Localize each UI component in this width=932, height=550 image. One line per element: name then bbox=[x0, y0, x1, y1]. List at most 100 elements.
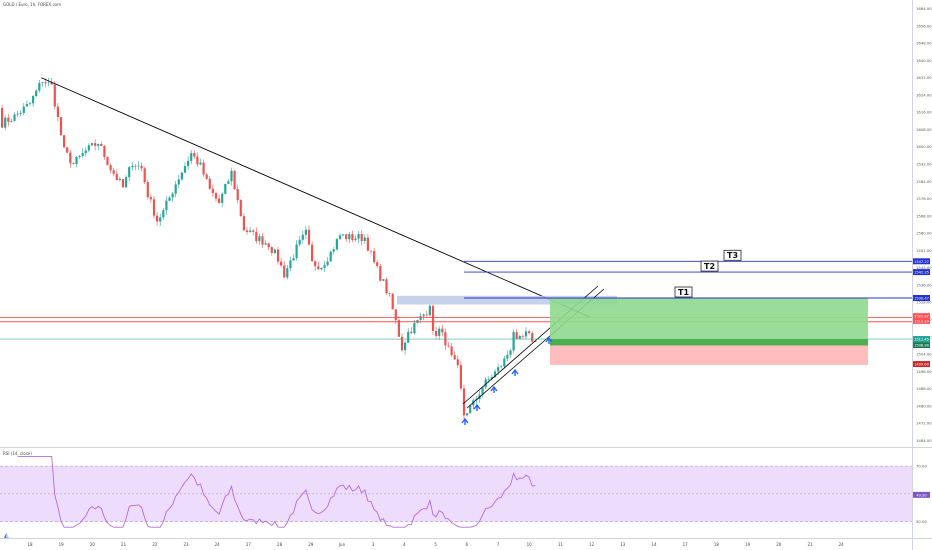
up-arrow-icon bbox=[511, 368, 519, 376]
candle-body bbox=[22, 106, 25, 113]
candle-body bbox=[38, 82, 41, 91]
candle-body bbox=[503, 358, 506, 367]
candle-body bbox=[1, 107, 4, 128]
candle-body bbox=[261, 236, 264, 245]
candle-body bbox=[180, 172, 183, 180]
price-tag-label: 1499.60 bbox=[914, 363, 930, 367]
candle-body bbox=[397, 320, 400, 337]
candle-body bbox=[35, 90, 38, 97]
candle-body bbox=[146, 182, 149, 198]
time-tick-label: 21 bbox=[121, 542, 127, 547]
target-label-box bbox=[723, 249, 742, 261]
candle-body bbox=[239, 200, 242, 217]
candle-body bbox=[81, 153, 84, 156]
candle-body bbox=[493, 371, 497, 378]
candle-body bbox=[249, 230, 252, 233]
candle-body bbox=[500, 366, 503, 368]
candle-body bbox=[227, 181, 230, 184]
candle-body bbox=[329, 251, 332, 262]
candle-body bbox=[298, 239, 301, 245]
candle-body bbox=[283, 265, 286, 278]
time-tick-label: 3 bbox=[372, 542, 375, 547]
candle-body bbox=[410, 331, 413, 334]
candle-body bbox=[258, 236, 261, 242]
price-tick-label: 1464.00 bbox=[916, 438, 932, 443]
supply-zone bbox=[397, 295, 617, 305]
up-arrow-icon bbox=[545, 336, 553, 344]
candle-body bbox=[376, 262, 379, 267]
candle-body bbox=[394, 309, 397, 321]
time-tick-label: 18 bbox=[27, 542, 33, 547]
candle-body bbox=[391, 293, 394, 310]
price-tag-label: 1530.47 bbox=[914, 297, 929, 301]
candle-body bbox=[419, 316, 422, 320]
candle-body bbox=[63, 135, 66, 148]
time-tick-label: 28 bbox=[277, 542, 283, 547]
price-tick-label: 1648.00 bbox=[916, 41, 932, 46]
candle-body bbox=[466, 413, 469, 416]
candle-body bbox=[199, 162, 202, 165]
time-tick-label: 17 bbox=[683, 542, 689, 547]
candle-body bbox=[10, 120, 13, 122]
candle-body bbox=[484, 379, 487, 388]
price-tag bbox=[913, 295, 930, 301]
time-tick-label: 4 bbox=[403, 542, 406, 547]
candle-body bbox=[280, 261, 283, 266]
candle-body bbox=[90, 143, 94, 146]
candle-body bbox=[317, 266, 320, 270]
candle-body bbox=[187, 160, 190, 167]
candle-body bbox=[311, 244, 314, 262]
profit-zone-entry bbox=[550, 339, 868, 346]
candle-body bbox=[524, 331, 528, 337]
candle-body bbox=[218, 198, 221, 203]
price-tag bbox=[913, 342, 930, 349]
price-tick-label: 1616.00 bbox=[916, 110, 932, 115]
candle-body bbox=[438, 328, 441, 336]
candle-body bbox=[509, 350, 512, 355]
candle-body bbox=[137, 165, 140, 167]
loss-zone bbox=[550, 345, 868, 365]
candle-body bbox=[453, 355, 456, 360]
candle-body bbox=[404, 342, 407, 351]
price-tick-label: 1552.00 bbox=[916, 248, 932, 253]
time-tick-label: 24 bbox=[215, 542, 221, 547]
candle-body bbox=[87, 145, 90, 151]
price-tick-label: 1656.00 bbox=[916, 23, 932, 28]
target-label: T3 bbox=[727, 251, 738, 260]
candle-body bbox=[75, 157, 78, 164]
candle-body bbox=[32, 96, 35, 104]
price-tag bbox=[913, 313, 930, 320]
time-tick-label: 18 bbox=[714, 542, 720, 547]
candle-body bbox=[84, 150, 87, 154]
candle-body bbox=[78, 155, 81, 158]
candle-body bbox=[106, 156, 109, 166]
candle-body bbox=[193, 153, 196, 157]
candle-body bbox=[267, 243, 270, 248]
candle-body bbox=[366, 237, 369, 251]
candle-body bbox=[369, 250, 373, 252]
price-tick-label: 1624.00 bbox=[916, 92, 932, 97]
candle-body bbox=[428, 305, 431, 316]
time-tick-label: 14 bbox=[651, 542, 657, 547]
rsi-value-label: 49.30 bbox=[916, 493, 927, 497]
candle-body bbox=[304, 229, 307, 235]
tradingview-logo-icon: ◭ bbox=[4, 532, 9, 539]
time-tick-label: 24 bbox=[839, 542, 845, 547]
candle-body bbox=[25, 103, 28, 107]
candle-body bbox=[202, 162, 205, 175]
price-tag-label: 1521.87 bbox=[914, 315, 929, 319]
candle-body bbox=[177, 179, 180, 185]
candle-body bbox=[354, 238, 357, 240]
price-tag bbox=[913, 258, 930, 265]
candle-body bbox=[205, 174, 208, 179]
candle-body bbox=[66, 147, 69, 153]
time-tick-label: 12 bbox=[589, 542, 595, 547]
candle-body bbox=[233, 170, 236, 190]
time-tick-label: 27 bbox=[246, 542, 252, 547]
candle-body bbox=[44, 82, 47, 84]
candle-body bbox=[140, 165, 143, 169]
candle-body bbox=[342, 234, 345, 236]
price-tick-label: 1528.00 bbox=[916, 300, 932, 305]
